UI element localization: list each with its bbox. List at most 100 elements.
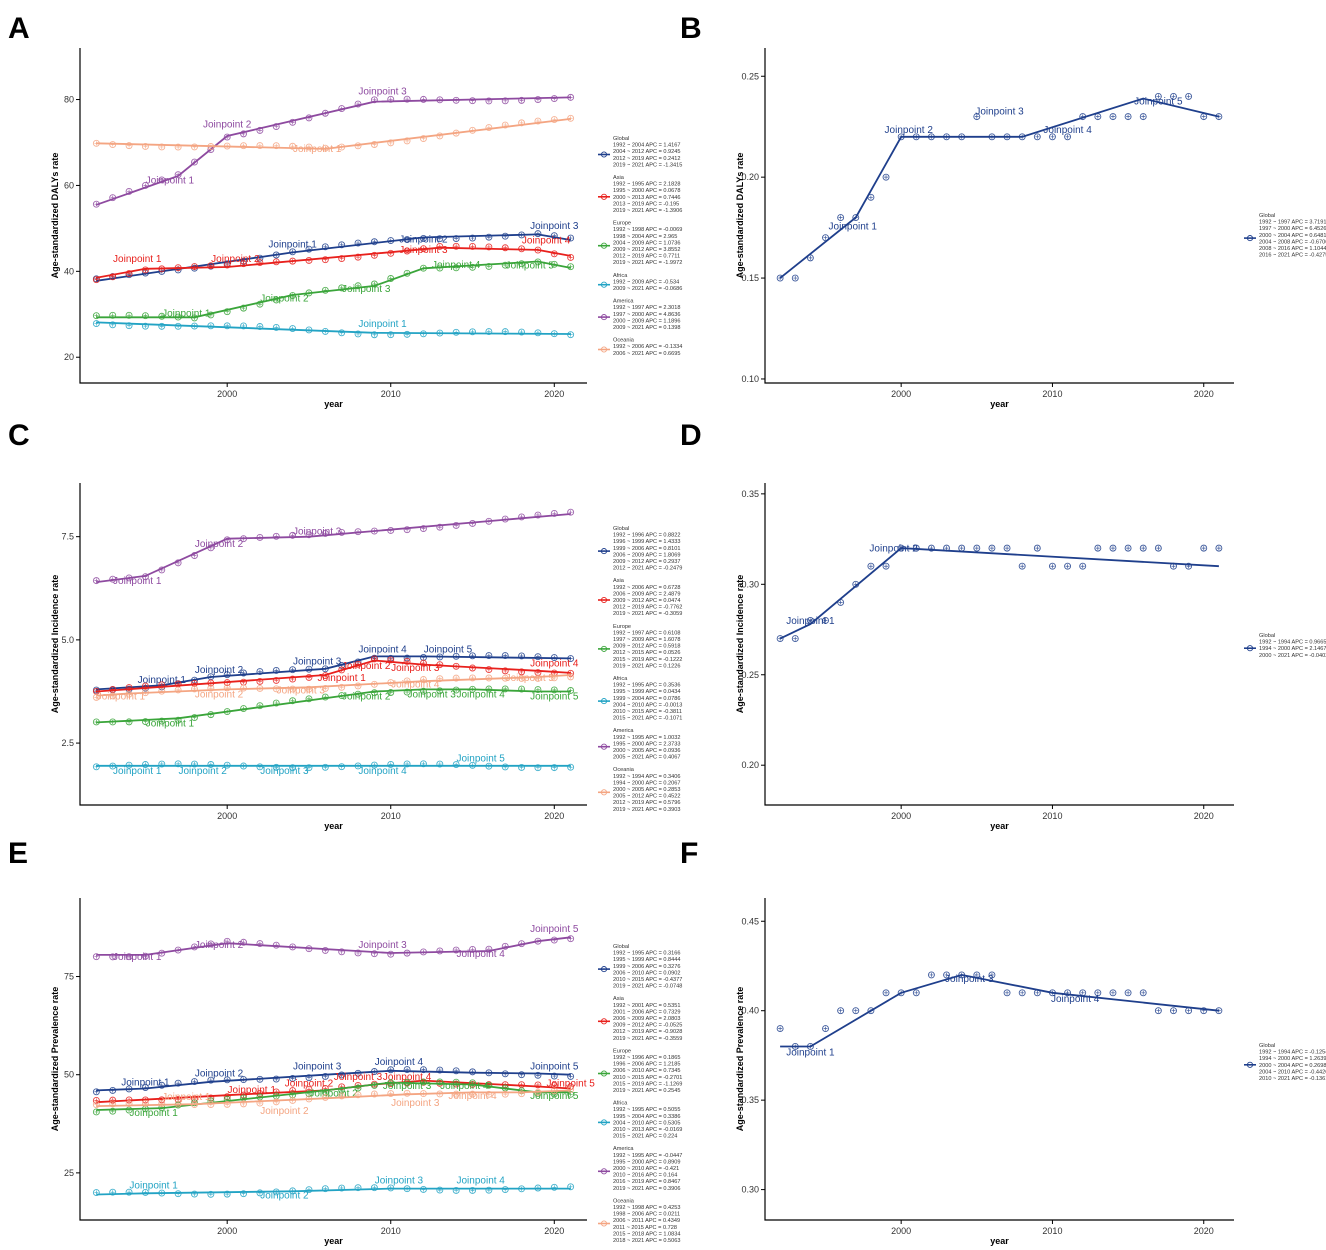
data-point (272, 667, 280, 674)
joinpoint-label: Joinpoint 3 (334, 1072, 383, 1083)
data-point (272, 532, 280, 540)
data-point (469, 1079, 476, 1087)
legend-series-name: Europe (613, 624, 631, 630)
data-point (256, 142, 264, 150)
data-point (534, 329, 542, 337)
legend-apc-entry: 2011 ~ 2015 APC = 0.728 (613, 1225, 677, 1231)
data-point (289, 675, 297, 683)
joinpoint-label: Joinpoint 4 (440, 1081, 489, 1092)
data-point-cross (568, 1092, 573, 1097)
data-point-cross (1186, 94, 1191, 99)
data-point (988, 544, 996, 552)
data-point-cross (1126, 990, 1131, 995)
joinpoint-label: Joinpoint 1 (268, 240, 317, 251)
fitted-line (96, 1069, 571, 1092)
joinpoint-label: Joinpoint 3 (530, 221, 579, 232)
data-point (1185, 562, 1193, 570)
data-point (305, 245, 313, 253)
series-oceania: Joinpoint 1 Joinpoint 2 Joinpoint 3 Joinpoi… (92, 1085, 575, 1117)
legend-apc-entry: 1996 ~ 2006 APC = 1.2185 (613, 1062, 681, 1068)
legend-apc-entry: 1995 ~ 1999 APC = 0.0434 (613, 689, 681, 695)
data-point-cross (959, 546, 964, 551)
legend-apc-entry: 2012 ~ 2019 APC = 0.2412 (613, 156, 681, 162)
legend-apc-entry: 1992 ~ 1995 APC = 0.5055 (613, 1107, 681, 1113)
data-point (141, 761, 149, 768)
data-point-cross (974, 114, 979, 119)
data-point (338, 529, 346, 536)
data-point (338, 329, 346, 337)
legend-key (1244, 1061, 1256, 1068)
panel-f: F 2000 2010 2020 0.30 0.35 0.40 0.45 year Age-sta… (680, 837, 1326, 1246)
y-tick-label: 0.25 (741, 71, 759, 81)
data-point (518, 328, 526, 336)
data-point (567, 114, 575, 122)
data-point-cross (568, 765, 573, 770)
data-point (370, 96, 378, 104)
data-point (518, 513, 526, 521)
axes-frame (79, 483, 587, 806)
joinpoint-label: Joinpoint 2 (195, 940, 244, 951)
data-point (550, 1183, 558, 1191)
series-europe: Joinpoint 1 Joinpoint 2 Joinpoint 3 Joinpoi… (92, 258, 575, 322)
legend-apc-entry: 1992 ~ 2001 APC = 0.5351 (613, 1003, 681, 1009)
data-point (452, 264, 460, 272)
data-point (1018, 562, 1026, 570)
data-point (567, 254, 575, 261)
data-point (469, 242, 476, 250)
legend-series-name: Oceania (613, 767, 635, 773)
data-point (1003, 989, 1011, 997)
data-point (1109, 989, 1117, 997)
data-point (240, 1190, 247, 1198)
data-point (92, 1189, 100, 1197)
data-point (403, 677, 411, 685)
data-point (534, 1081, 542, 1089)
legend-key (1244, 645, 1256, 652)
data-point (534, 511, 542, 519)
legend-apc-entry: 2019 ~ 2021 APC = 0.1226 (613, 663, 681, 669)
legend-apc-entry: 2015 ~ 2018 APC = 1.0834 (613, 1231, 681, 1237)
series-africa: Joinpoint 1 Joinpoint 2 Joinpoint 3 Joinpoi… (92, 754, 575, 777)
legend-apc-entry: 2012 ~ 2015 APC = 0.0526 (613, 650, 681, 656)
data-point (436, 675, 444, 683)
legend-apc-entry: 1992 ~ 1994 APC = 0.3406 (613, 774, 681, 780)
legend-key (598, 1168, 610, 1175)
joinpoint-label: Joinpoint 2 (869, 544, 918, 555)
data-point (141, 182, 149, 189)
joinpoint-label: Joinpoint 3 (399, 245, 448, 256)
data-point (867, 1007, 875, 1015)
fitted-line (96, 659, 571, 693)
data-point (223, 133, 231, 141)
data-point (420, 659, 427, 667)
legend-series-name: Oceania (613, 338, 635, 344)
legend-apc-entry: 2000 ~ 2013 APC = 0.7446 (613, 195, 681, 201)
data-point (158, 1081, 166, 1089)
data-point (272, 676, 280, 684)
legend-apc-entry: 2019 ~ 2021 APC = -0.3559 (613, 1036, 682, 1042)
data-point (174, 760, 182, 768)
series-global: Joinpoint 1 Joinpoint 3 Joinpoint 4 (776, 971, 1223, 1058)
data-point-cross (778, 1026, 783, 1031)
joinpoint-label: Joinpoint 3 (358, 940, 407, 951)
x-tick-label: 2020 (1194, 811, 1214, 821)
legend-apc-entry: 2012 ~ 2019 APC = 0.5796 (613, 800, 681, 806)
joinpoint-label: Joinpoint 2 (178, 766, 227, 777)
legend-apc-entry: 1992 ~ 1996 APC = 0.8822 (613, 533, 681, 539)
x-axis-label: year (324, 1236, 343, 1246)
data-point (501, 1186, 509, 1194)
data-point (92, 763, 100, 771)
data-point-cross (884, 564, 889, 569)
x-tick-label: 2010 (1042, 811, 1062, 821)
data-point (387, 760, 395, 768)
joinpoint-label: Joinpoint 2 (342, 661, 391, 672)
y-tick-label: 0.35 (741, 1095, 759, 1105)
data-point (125, 1188, 133, 1196)
data-point (174, 686, 182, 694)
data-point (469, 1090, 476, 1098)
data-point (256, 702, 264, 710)
data-point (92, 1101, 100, 1109)
data-point (518, 668, 526, 676)
data-point (436, 1186, 444, 1194)
data-point (791, 635, 799, 643)
data-point-cross (568, 674, 573, 679)
x-axis-label: year (990, 821, 1009, 831)
